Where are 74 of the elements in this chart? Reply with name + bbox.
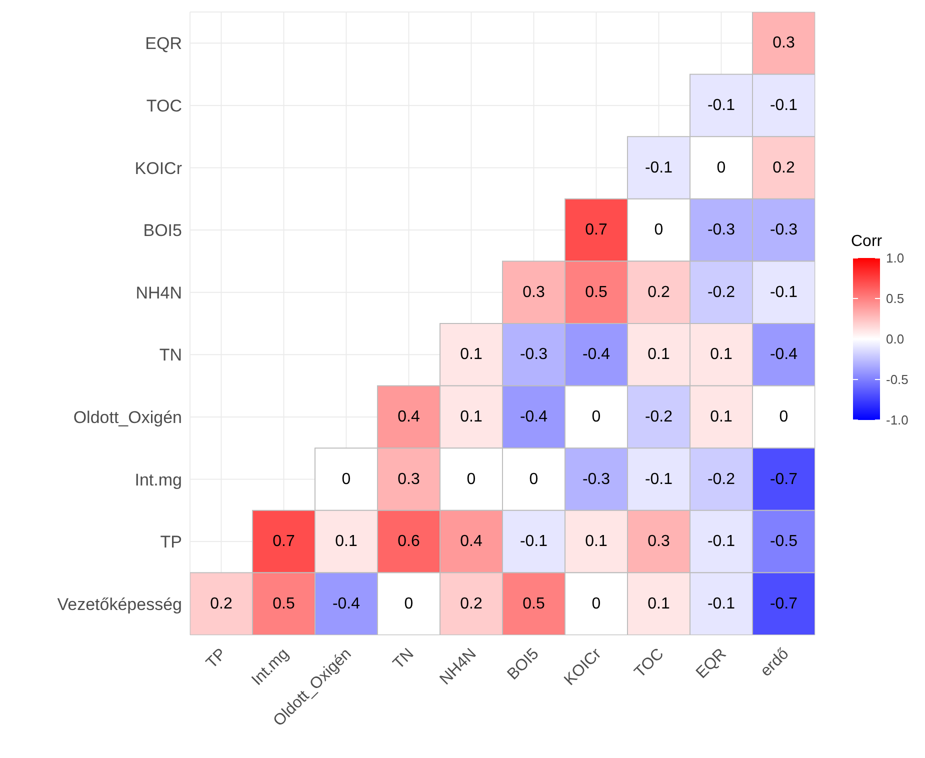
y-tick-label: NH4N xyxy=(136,283,182,302)
data-label: 0 xyxy=(654,222,664,239)
data-label: 0.6 xyxy=(398,533,420,550)
data-label: -0.1 xyxy=(644,470,673,488)
data-label: 0 xyxy=(342,470,351,488)
data-label: -0.5 xyxy=(770,533,798,550)
color-bar-label: 0.5 xyxy=(886,291,904,306)
data-label: -0.7 xyxy=(770,470,798,488)
color-bar-title: Corr xyxy=(851,233,883,250)
data-label: -0.1 xyxy=(707,595,736,612)
data-label: -0.1 xyxy=(520,533,548,550)
data-label: 0.3 xyxy=(648,533,670,550)
data-label: -0.2 xyxy=(644,408,673,426)
y-tick-label: Int.mg xyxy=(134,470,182,490)
data-label: -0.3 xyxy=(582,470,610,488)
data-label: 0.7 xyxy=(272,533,295,550)
data-label: 0.4 xyxy=(398,408,420,426)
data-label: 0.2 xyxy=(210,595,232,612)
data-label: 0 xyxy=(529,470,538,488)
data-label: 0 xyxy=(404,595,414,612)
data-label: 0.5 xyxy=(522,595,545,612)
data-label: 0.5 xyxy=(585,284,608,301)
data-label: 0.1 xyxy=(710,346,732,364)
data-label: -0.1 xyxy=(707,96,736,114)
data-label: 0.2 xyxy=(460,595,482,612)
data-label: 0.3 xyxy=(772,34,795,52)
data-label: -0.7 xyxy=(770,595,798,612)
data-label: 0 xyxy=(716,159,726,176)
y-tick-label: TP xyxy=(160,532,182,552)
data-label: 0.3 xyxy=(522,284,545,301)
data-label: 0.1 xyxy=(648,346,670,364)
data-label: 0.1 xyxy=(710,408,732,426)
data-label: -0.1 xyxy=(707,533,736,550)
data-label: 0.7 xyxy=(585,222,608,239)
data-label: 0 xyxy=(592,408,601,426)
data-label: 0 xyxy=(779,408,788,426)
data-label: -0.4 xyxy=(332,595,360,612)
color-bar-label: -1.0 xyxy=(886,412,908,428)
y-tick-label: Oldott_Oxigén xyxy=(73,408,182,427)
y-tick-label: BOI5 xyxy=(143,221,182,240)
y-tick-label: KOICr xyxy=(134,158,182,178)
color-bar-label: 0.0 xyxy=(886,332,904,346)
data-label: 0.1 xyxy=(460,346,482,364)
y-tick-label: Vezetőképesség xyxy=(57,594,182,614)
data-label: -0.4 xyxy=(582,346,610,364)
data-label: -0.3 xyxy=(520,346,548,364)
x-tick-label: TP xyxy=(203,645,230,672)
data-label: -0.1 xyxy=(770,96,798,114)
data-label: 0 xyxy=(592,595,601,612)
y-tick-label: EQR xyxy=(145,34,182,54)
color-bar-label: -0.5 xyxy=(886,372,908,387)
data-label: -0.4 xyxy=(770,346,798,364)
data-label: 0.1 xyxy=(460,408,482,426)
data-label: 0.2 xyxy=(772,159,795,176)
y-tick-label: TOC xyxy=(146,96,182,116)
data-label: -0.3 xyxy=(770,222,798,239)
data-label: -0.3 xyxy=(707,222,736,239)
data-label: -0.1 xyxy=(644,159,673,176)
data-label: -0.2 xyxy=(707,284,736,301)
data-label: 0.1 xyxy=(648,595,670,612)
data-label: 0.1 xyxy=(335,533,358,550)
y-tick-label: TN xyxy=(159,346,182,365)
data-label: -0.1 xyxy=(770,284,798,301)
data-label: 0.2 xyxy=(648,284,670,301)
x-tick-label: TN xyxy=(390,645,418,673)
color-bar-label: 1.0 xyxy=(886,250,904,266)
data-label: -0.2 xyxy=(707,470,736,488)
x-tick-label: TOC xyxy=(632,645,668,682)
data-label: 0.3 xyxy=(398,470,420,488)
data-label: 0.1 xyxy=(585,533,608,550)
data-label: 0 xyxy=(466,470,476,488)
data-label: 0.5 xyxy=(272,595,295,612)
data-label: -0.4 xyxy=(520,408,548,426)
data-label: 0.4 xyxy=(460,533,482,550)
